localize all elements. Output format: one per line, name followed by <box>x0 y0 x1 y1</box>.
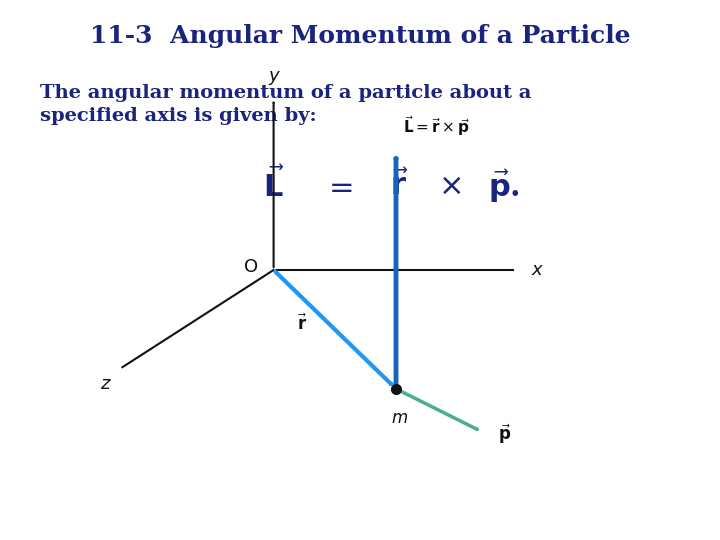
Text: z: z <box>99 375 109 393</box>
Text: $\vec{\mathbf{p}}$: $\vec{\mathbf{p}}$ <box>498 423 512 447</box>
Text: $\vec{\mathbf{r}}$: $\vec{\mathbf{r}}$ <box>297 314 307 334</box>
Text: y: y <box>269 68 279 85</box>
Text: m: m <box>392 409 408 427</box>
Text: The angular momentum of a particle about a
specified axis is given by:: The angular momentum of a particle about… <box>40 84 531 125</box>
Text: O: O <box>243 258 258 276</box>
Text: $=$: $=$ <box>323 171 354 202</box>
Text: $\vec{\mathbf{r}}$: $\vec{\mathbf{r}}$ <box>390 171 409 202</box>
Text: $\times$: $\times$ <box>438 171 462 202</box>
Text: $\vec{\mathbf{L}}$: $\vec{\mathbf{L}}$ <box>263 168 284 204</box>
Text: $\vec{\mathbf{p}}$.: $\vec{\mathbf{p}}$. <box>488 168 520 205</box>
Text: x: x <box>531 261 542 279</box>
Text: $\vec{\mathbf{L}}=\vec{\mathbf{r}}\times\vec{\mathbf{p}}$: $\vec{\mathbf{L}}=\vec{\mathbf{r}}\times… <box>403 114 470 138</box>
Text: 11-3  Angular Momentum of a Particle: 11-3 Angular Momentum of a Particle <box>90 24 630 48</box>
